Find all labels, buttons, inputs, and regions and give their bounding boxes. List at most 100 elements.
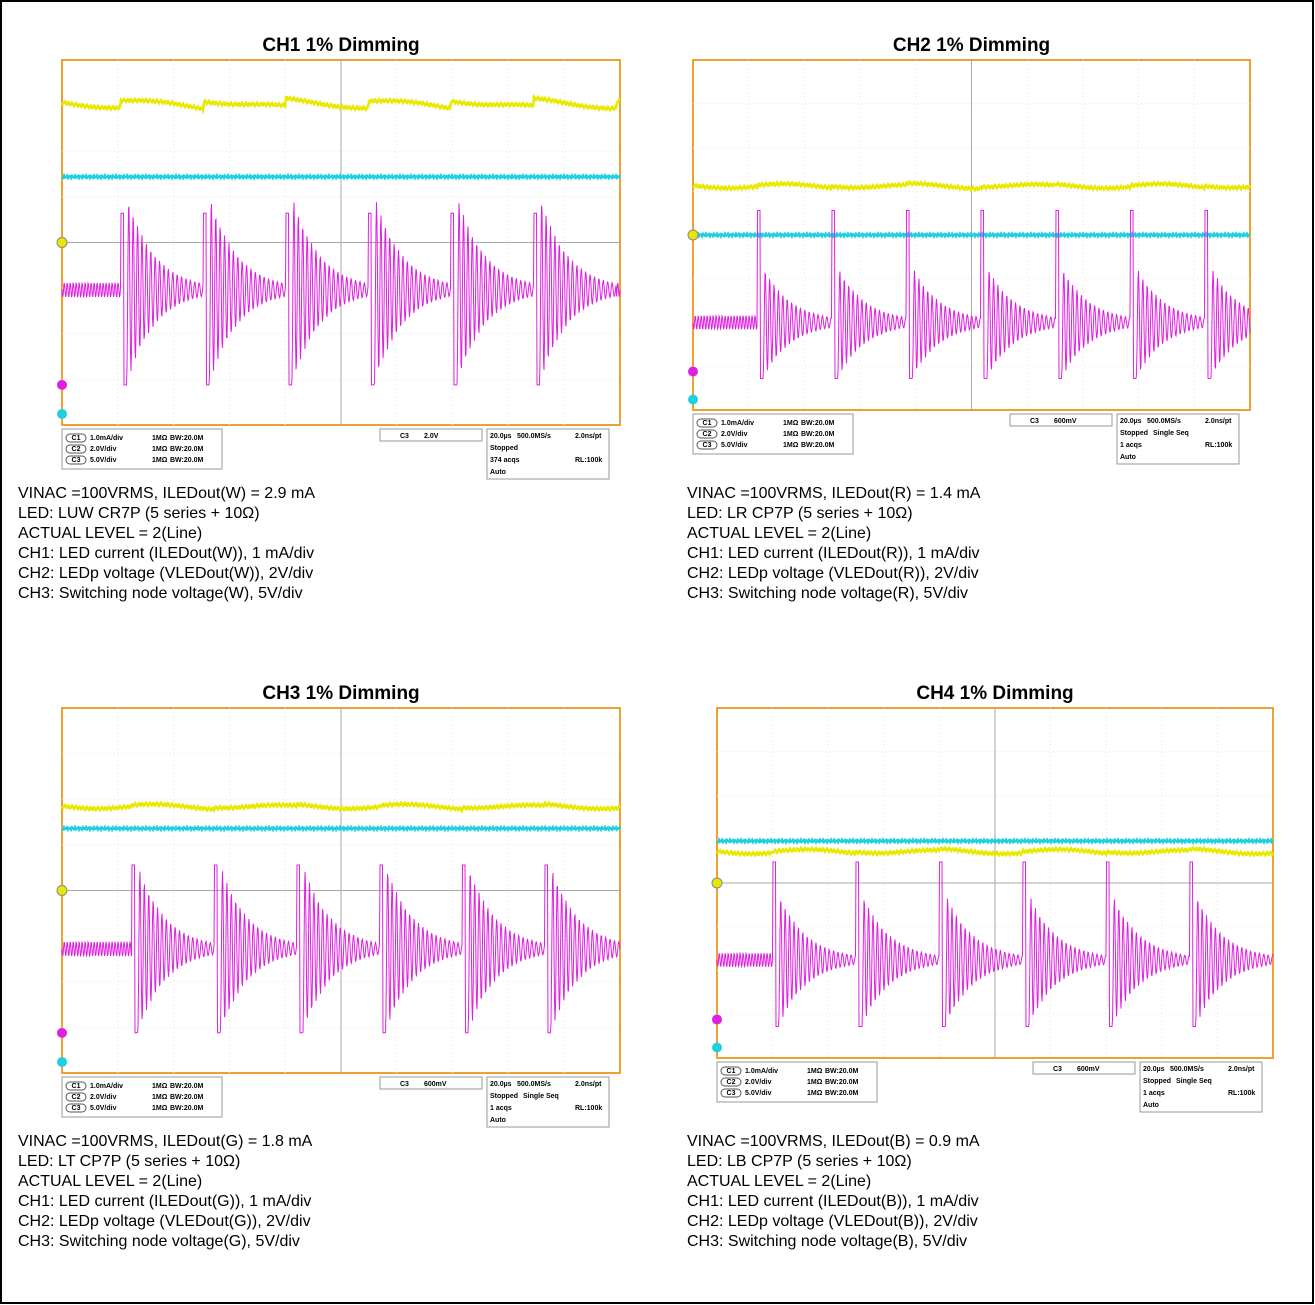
ch-label: C1 <box>727 1068 736 1075</box>
ch-scale: 1.0mA/div <box>90 1083 123 1090</box>
note-line: CH2: LEDp voltage (VLEDout(G)), 2V/div <box>18 1213 311 1230</box>
ch-marker <box>57 409 67 419</box>
trigger-source: C3 <box>1053 1066 1062 1073</box>
panel-title: CH2 1% Dimming <box>893 35 1050 56</box>
acq-count: 1 acqs <box>1120 442 1142 449</box>
note-line: LED: LT CP7P (5 series + 10Ω) <box>18 1153 240 1170</box>
ch3-trace <box>62 827 620 829</box>
sample-rate: 500.0MS/s <box>1147 418 1181 425</box>
ch3-trace <box>693 234 1250 236</box>
ch-label: C2 <box>72 446 81 453</box>
ch-label: C3 <box>703 442 712 449</box>
note-line: CH1: LED current (ILEDout(G)), 1 mA/div <box>18 1193 311 1210</box>
ch-scale: 2.0V/div <box>721 431 748 438</box>
panel-title: CH3 1% Dimming <box>262 683 419 704</box>
ch-label: C3 <box>72 457 81 464</box>
ch-scale: 1.0mA/div <box>721 420 754 427</box>
ch-bandwidth: BW:20.0M <box>170 446 203 453</box>
panel-title: CH4 1% Dimming <box>916 683 1073 704</box>
ch-impedance: 1MΩ <box>152 435 168 442</box>
note-line: LED: LUW CR7P (5 series + 10Ω) <box>18 505 260 522</box>
ch-scale: 5.0V/div <box>90 1105 117 1112</box>
ch-bandwidth: BW:20.0M <box>801 431 834 438</box>
ch-label: C1 <box>72 435 81 442</box>
acq-count: 374 acqs <box>490 457 520 464</box>
trigger-source: C3 <box>400 433 409 440</box>
note-line: VINAC =100VRMS, ILEDout(G) = 1.8 mA <box>18 1133 313 1150</box>
trigger-level: 600mV <box>1077 1066 1100 1073</box>
ch-marker <box>57 1028 67 1038</box>
note-line: LED: LB CP7P (5 series + 10Ω) <box>687 1153 912 1170</box>
ch-label: C1 <box>72 1083 81 1090</box>
note-line: ACTUAL LEVEL = 2(Line) <box>18 525 202 542</box>
ch-impedance: 1MΩ <box>783 431 799 438</box>
ch-bandwidth: BW:20.0M <box>825 1090 858 1097</box>
note-line: CH2: LEDp voltage (VLEDout(B)), 2V/div <box>687 1213 978 1230</box>
ch-scale: 5.0V/div <box>90 457 117 464</box>
panel-title: CH1 1% Dimming <box>262 35 419 56</box>
ch-bandwidth: BW:20.0M <box>170 1083 203 1090</box>
note-line: CH1: LED current (ILEDout(W)), 1 mA/div <box>18 545 314 562</box>
ch-marker <box>688 367 698 377</box>
ch-impedance: 1MΩ <box>783 420 799 427</box>
run-state: Stopped <box>1143 1078 1171 1085</box>
ch-label: C2 <box>703 431 712 438</box>
ch-marker <box>57 238 67 248</box>
ch3-trace <box>62 176 620 178</box>
ch-label: C2 <box>727 1079 736 1086</box>
figure: CH1 1% DimmingC11.0mA/div1MΩBW:20.0MC22.… <box>0 0 1315 1305</box>
note-line: ACTUAL LEVEL = 2(Line) <box>18 1173 202 1190</box>
timebase: 20.0µs <box>1120 418 1142 425</box>
acq-count: 1 acqs <box>490 1105 512 1112</box>
trigger-level: 2.0V <box>424 433 439 440</box>
ch-label: C2 <box>72 1094 81 1101</box>
trigger-level: 600mV <box>1054 418 1077 425</box>
note-line: CH2: LEDp voltage (VLEDout(W)), 2V/div <box>18 565 313 582</box>
resolution: 2.0ns/pt <box>1228 1066 1255 1073</box>
ch-impedance: 1MΩ <box>152 1094 168 1101</box>
ch-bandwidth: BW:20.0M <box>170 457 203 464</box>
timebase: 20.0µs <box>490 1081 512 1088</box>
run-mode: Single Seq <box>523 1093 559 1100</box>
trigger-mode: Auto <box>490 1117 506 1124</box>
ch-scale: 1.0mA/div <box>745 1068 778 1075</box>
ch-scale: 2.0V/div <box>745 1079 772 1086</box>
ch-marker <box>688 230 698 240</box>
sample-rate: 500.0MS/s <box>517 433 551 440</box>
run-mode: Single Seq <box>1176 1078 1212 1085</box>
ch-bandwidth: BW:20.0M <box>170 1105 203 1112</box>
note-line: VINAC =100VRMS, ILEDout(R) = 1.4 mA <box>687 485 981 502</box>
note-line: CH3: Switching node voltage(G), 5V/div <box>18 1233 300 1250</box>
record-length: RL:100k <box>575 457 602 464</box>
note-line: CH3: Switching node voltage(B), 5V/div <box>687 1233 967 1250</box>
ch-impedance: 1MΩ <box>152 446 168 453</box>
page: CH1 1% DimmingC11.0mA/div1MΩBW:20.0MC22.… <box>0 0 1315 1305</box>
ch-impedance: 1MΩ <box>783 442 799 449</box>
trigger-source: C3 <box>1030 418 1039 425</box>
ch-bandwidth: BW:20.0M <box>801 442 834 449</box>
ch-bandwidth: BW:20.0M <box>825 1079 858 1086</box>
ch-scale: 2.0V/div <box>90 446 117 453</box>
trigger-source: C3 <box>400 1081 409 1088</box>
ch-scale: 2.0V/div <box>90 1094 117 1101</box>
ch-marker <box>712 878 722 888</box>
run-state: Stopped <box>490 445 518 452</box>
record-length: RL:100k <box>1205 442 1232 449</box>
ch-marker <box>712 1015 722 1025</box>
run-mode: Single Seq <box>1153 430 1189 437</box>
note-line: CH2: LEDp voltage (VLEDout(R)), 2V/div <box>687 565 979 582</box>
ch-impedance: 1MΩ <box>152 1083 168 1090</box>
trigger-mode: Auto <box>1120 454 1136 461</box>
ch-marker <box>57 886 67 896</box>
note-line: ACTUAL LEVEL = 2(Line) <box>687 1173 871 1190</box>
ch-marker <box>57 1057 67 1067</box>
ch-bandwidth: BW:20.0M <box>170 435 203 442</box>
ch-bandwidth: BW:20.0M <box>825 1068 858 1075</box>
acq-count: 1 acqs <box>1143 1090 1165 1097</box>
run-state: Stopped <box>1120 430 1148 437</box>
note-line: CH1: LED current (ILEDout(R)), 1 mA/div <box>687 545 980 562</box>
ch-impedance: 1MΩ <box>807 1068 823 1075</box>
note-line: LED: LR CP7P (5 series + 10Ω) <box>687 505 913 522</box>
ch-label: C1 <box>703 420 712 427</box>
ch-impedance: 1MΩ <box>152 457 168 464</box>
